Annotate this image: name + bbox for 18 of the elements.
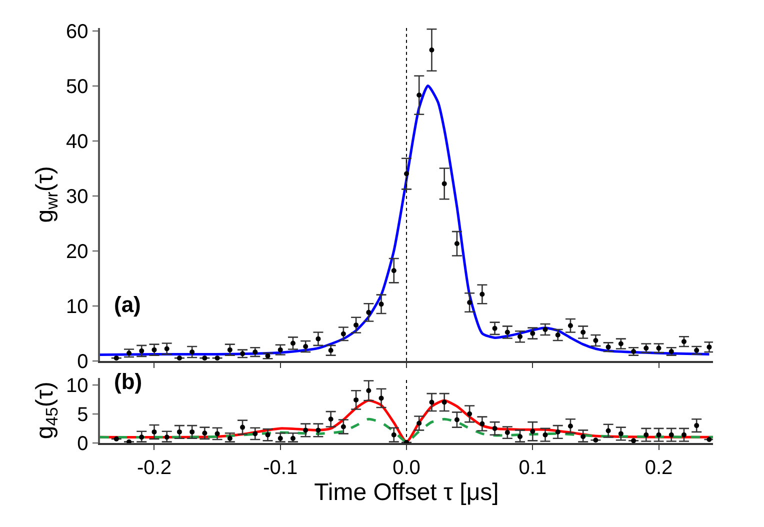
y-tick-label: 10: [66, 296, 88, 318]
y-tick-label: 0: [77, 350, 88, 373]
annotation: (a): [114, 292, 141, 317]
y-tick-label: 10: [66, 374, 88, 397]
x-tick-label: 0.1: [518, 457, 547, 479]
x-tick-label: 0.0: [392, 457, 420, 479]
y-tick-label: 30: [66, 186, 88, 208]
y-tick-label: 40: [66, 130, 88, 153]
annotation: (b): [114, 369, 142, 394]
y-tick-label: 20: [66, 240, 88, 263]
y-tick-label: 0: [77, 433, 88, 456]
x-tick-label: 0.2: [644, 457, 673, 479]
x-axis-title: Time Offset τ [μs]: [314, 479, 499, 506]
x-tick-label: -0.1: [263, 457, 298, 479]
y-tick-label: 50: [66, 76, 88, 98]
x-tick-label: -0.2: [137, 457, 172, 479]
y-tick-label: 60: [66, 20, 88, 43]
y-tick-label: 5: [77, 404, 88, 426]
